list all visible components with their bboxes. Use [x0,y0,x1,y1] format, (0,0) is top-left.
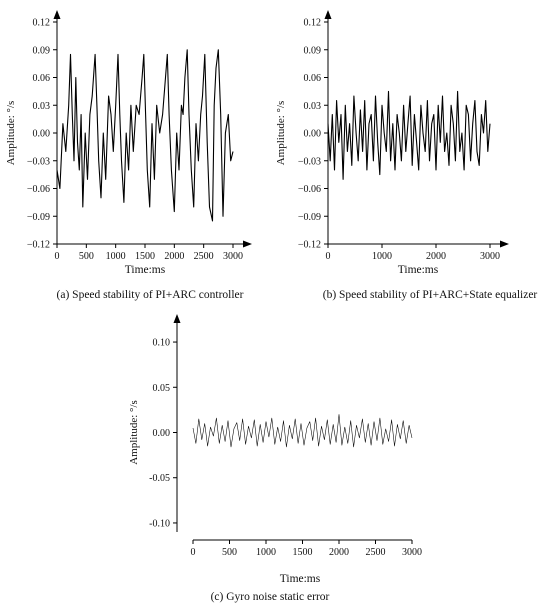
y-tick-label: −0.06 [27,184,50,195]
y-tick-label: 0.00 [153,428,171,439]
panel-b-speed-stability-pi-arc-state-equalizer: −0.12 −0.09 −0.06 −0.03 0.00 0.03 0.06 0.09 0.12… [275,10,537,301]
y-tick-label: 0.05 [153,383,171,394]
x-tick-label: 3000 [223,251,243,262]
y-tick-label: −0.09 [298,212,321,223]
y-axis-arrow [173,314,181,323]
y-tick-label: 0.12 [33,18,51,29]
x-tick-label: 2500 [366,547,386,558]
y-axis-label: Amplitude: °/s [128,400,140,465]
y-tick-label: −0.03 [27,156,50,167]
y-tick-label: -0.05 [149,473,170,484]
panel-c-gyro-noise-static-error: -0.10 -0.05 0.00 0.05 0.10 0 500 1000 1500 2000 25… [128,314,422,603]
x-tick-label: 0 [326,251,331,262]
y-tick-label: 0.09 [304,45,322,56]
panel-a-speed-stability-pi-arc: −0.12 −0.09 −0.06 −0.03 0.00 0.03 0.06 0.09 0.12… [5,10,252,301]
y-tick-label: 0.06 [304,73,322,84]
x-tick-label: 1500 [293,547,313,558]
y-tick-label: 0.12 [304,18,322,29]
y-tick-label: −0.03 [298,156,321,167]
x-tick-label: 500 [222,547,237,558]
y-tick-label: 0.06 [33,73,51,84]
x-tick-label: 3000 [480,251,500,262]
x-tick-label: 1000 [106,251,126,262]
x-axis-label: Time:ms [398,264,439,276]
y-tick-label: 0.00 [33,129,51,140]
x-axis-arrow [500,240,509,248]
x-axis-label: Time:ms [280,573,321,585]
y-tick-label: 0.09 [33,45,51,56]
x-axis-arrow [243,240,252,248]
y-tick-label: −0.12 [27,240,50,251]
y-tick-label: 0.00 [304,129,322,140]
x-tick-label: 0 [191,547,196,558]
x-tick-label: 0 [55,251,60,262]
y-tick-label: -0.10 [149,518,170,529]
x-tick-label: 2000 [426,251,446,262]
y-tick-label: 0.03 [304,101,322,112]
y-axis-label: Amplitude: °/s [5,101,17,166]
x-tick-label: 2000 [164,251,184,262]
y-tick-label: 0.03 [33,101,51,112]
panel-caption: (a) Speed stability of PI+ARC controller [57,289,244,301]
series-line [327,90,491,180]
x-tick-label: 1500 [135,251,155,262]
y-axis-arrow [53,10,61,19]
x-tick-label: 3000 [402,547,422,558]
x-tick-label: 2500 [194,251,214,262]
panel-caption: (b) Speed stability of PI+ARC+State equa… [323,289,538,301]
y-axis-label: Amplitude: °/s [275,101,287,166]
x-tick-label: 1000 [372,251,392,262]
y-tick-label: −0.06 [298,184,321,195]
x-tick-label: 500 [79,251,94,262]
x-tick-label: 2000 [329,547,349,558]
y-axis-arrow [324,10,332,19]
y-tick-label: −0.09 [27,212,50,223]
series-line [56,49,234,222]
series-line [192,414,413,448]
y-tick-label: −0.12 [298,240,321,251]
x-tick-label: 1000 [256,547,276,558]
y-tick-label: 0.10 [153,338,171,349]
panel-caption: (c) Gyro noise static error [211,591,330,603]
x-axis-label: Time:ms [125,264,166,276]
